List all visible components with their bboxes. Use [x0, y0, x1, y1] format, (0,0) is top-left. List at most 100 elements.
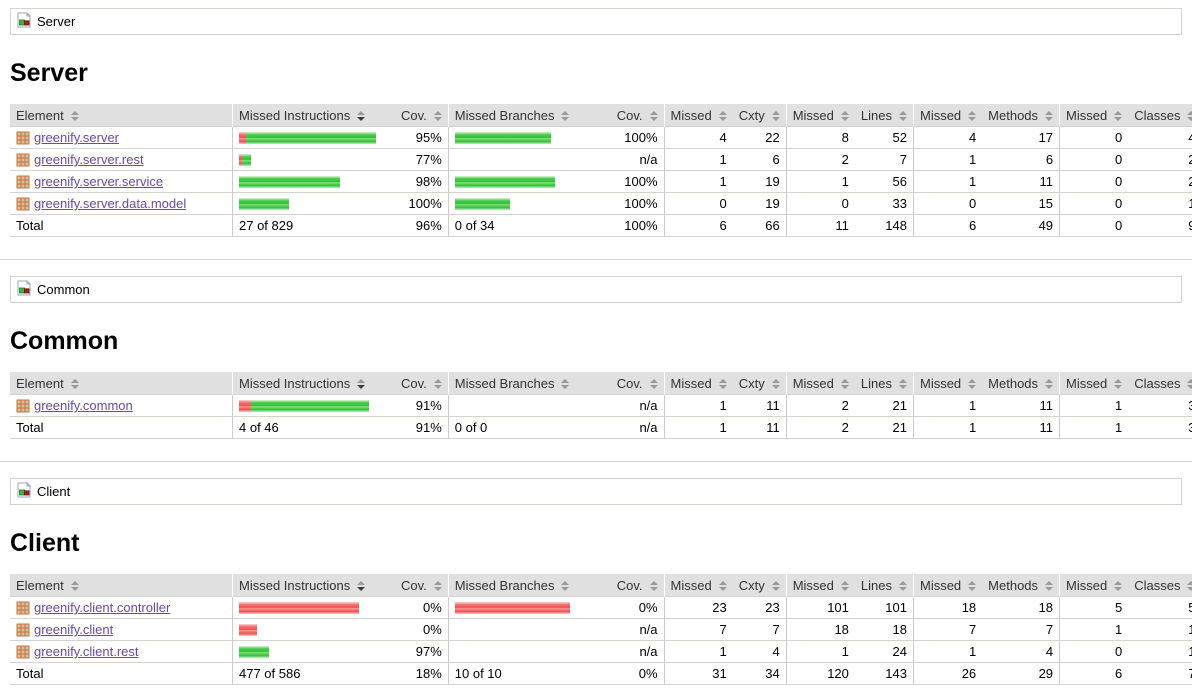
instructions-bar-cell [232, 596, 395, 619]
sort-icon [898, 580, 907, 591]
branches-bar-cell [447, 640, 611, 663]
sort-icon [718, 580, 727, 591]
column-header-lines[interactable]: Lines [854, 372, 914, 395]
column-header-missed-instructions[interactable]: Missed Instructions [232, 104, 395, 127]
counter-cell: 1 [663, 148, 733, 171]
column-header-cov-[interactable]: Cov. [395, 372, 449, 395]
table-row: greenify.client.rest 97% n/a 1 4 1 24 1 4 0 1 [10, 640, 1192, 663]
sort-icon [1187, 580, 1192, 591]
column-header-label: Missed Instructions [239, 578, 351, 594]
sort-icon [718, 378, 727, 389]
column-header-cov-[interactable]: Cov. [395, 574, 449, 597]
package-link[interactable]: greenify.client.controller [34, 600, 171, 616]
column-header-methods[interactable]: Methods [982, 574, 1060, 597]
column-header-missed[interactable]: Missed [912, 104, 983, 127]
counter-cell: 0 [1059, 170, 1129, 193]
column-header-cov-[interactable]: Cov. [395, 104, 449, 127]
instructions-bar-cell [232, 126, 395, 149]
counter-cell: 1 [912, 394, 983, 417]
counter-cell: 0 [663, 192, 733, 215]
counter-cell: 23 [732, 596, 787, 619]
counter-cell: 1 [663, 416, 733, 440]
sort-icon [771, 110, 780, 121]
column-header-missed[interactable]: Missed [785, 574, 855, 597]
counter-cell: 0 [912, 192, 983, 215]
column-header-methods[interactable]: Methods [982, 104, 1060, 127]
table-row: greenify.server.rest 77% n/a 1 6 2 7 1 6 0 2 [10, 148, 1192, 171]
counter-cell: 4 [663, 126, 733, 149]
counter-cell: 7 [854, 148, 914, 171]
counter-cell: 19 [732, 192, 787, 215]
sort-icon [1045, 110, 1054, 121]
column-header-element[interactable]: Element [10, 574, 233, 597]
branches-bar-cell [447, 192, 611, 215]
sort-icon [1114, 110, 1123, 121]
sort-icon [898, 378, 907, 389]
instructions-coverage: 77% [395, 148, 449, 171]
column-header-cov-[interactable]: Cov. [610, 574, 665, 597]
column-header-missed-branches[interactable]: Missed Branches [447, 104, 611, 127]
column-header-classes[interactable]: Classes [1128, 372, 1192, 395]
column-header-missed[interactable]: Missed [785, 104, 855, 127]
column-header-missed[interactable]: Missed [1059, 372, 1129, 395]
counter-cell: 2 [785, 394, 855, 417]
column-header-element[interactable]: Element [10, 104, 233, 127]
column-header-missed-instructions[interactable]: Missed Instructions [232, 574, 395, 597]
covered-bar [242, 153, 251, 166]
sort-icon [433, 580, 442, 591]
missed-bar [239, 601, 359, 614]
total-branches-coverage: 0% [610, 662, 665, 686]
package-link[interactable]: greenify.server.data.model [34, 196, 187, 212]
package-link[interactable]: greenify.server.rest [34, 152, 144, 168]
element-cell: greenify.client.rest [10, 640, 233, 663]
column-header-cov-[interactable]: Cov. [610, 372, 665, 395]
page-title: Server [10, 59, 88, 87]
coverage-bar [239, 645, 389, 658]
covered-bar [246, 131, 376, 144]
counter-cell: 0 [1059, 640, 1129, 663]
column-header-missed[interactable]: Missed [663, 372, 733, 395]
sort-icon [1187, 110, 1192, 121]
counter-cell: 11 [732, 416, 787, 440]
column-header-missed[interactable]: Missed [1059, 574, 1129, 597]
column-header-missed[interactable]: Missed [785, 372, 855, 395]
sort-icon [840, 378, 849, 389]
column-header-lines[interactable]: Lines [854, 104, 914, 127]
total-label: Total [10, 662, 233, 686]
column-header-label: Element [16, 376, 64, 392]
counter-cell: 52 [854, 126, 914, 149]
instructions-bar-cell [232, 640, 395, 663]
column-header-cxty[interactable]: Cxty [732, 104, 787, 127]
column-header-classes[interactable]: Classes [1128, 104, 1192, 127]
sort-icon [1114, 378, 1123, 389]
column-header-classes[interactable]: Classes [1128, 574, 1192, 597]
column-header-missed[interactable]: Missed [1059, 104, 1129, 127]
package-link[interactable]: greenify.server [34, 130, 120, 146]
column-header-missed[interactable]: Missed [912, 574, 983, 597]
package-link[interactable]: greenify.server.service [34, 174, 164, 190]
counter-cell: 1 [1059, 416, 1129, 440]
column-header-missed-branches[interactable]: Missed Branches [447, 372, 611, 395]
package-link[interactable]: greenify.client.rest [34, 644, 139, 660]
sort-icon [968, 378, 977, 389]
column-header-missed[interactable]: Missed [663, 104, 733, 127]
column-header-missed-branches[interactable]: Missed Branches [447, 574, 611, 597]
coverage-bar [239, 197, 389, 210]
column-header-lines[interactable]: Lines [854, 574, 914, 597]
column-header-cov-[interactable]: Cov. [610, 104, 665, 127]
missed-bar [239, 153, 242, 166]
package-link[interactable]: greenify.common [34, 398, 133, 414]
column-header-methods[interactable]: Methods [982, 372, 1060, 395]
header-row: Element Missed Instructions Cov. Missed Bra… [10, 574, 1192, 597]
column-header-cxty[interactable]: Cxty [732, 372, 787, 395]
counter-cell: 1 [785, 170, 855, 193]
column-header-element[interactable]: Element [10, 372, 233, 395]
column-header-missed[interactable]: Missed [663, 574, 733, 597]
column-header-cxty[interactable]: Cxty [732, 574, 787, 597]
package-link[interactable]: greenify.client [34, 622, 114, 638]
counter-cell: 6 [732, 148, 787, 171]
column-header-label: Missed [670, 108, 712, 124]
column-header-missed-instructions[interactable]: Missed Instructions [232, 372, 395, 395]
counter-cell: 7 [982, 618, 1060, 641]
column-header-missed[interactable]: Missed [912, 372, 983, 395]
